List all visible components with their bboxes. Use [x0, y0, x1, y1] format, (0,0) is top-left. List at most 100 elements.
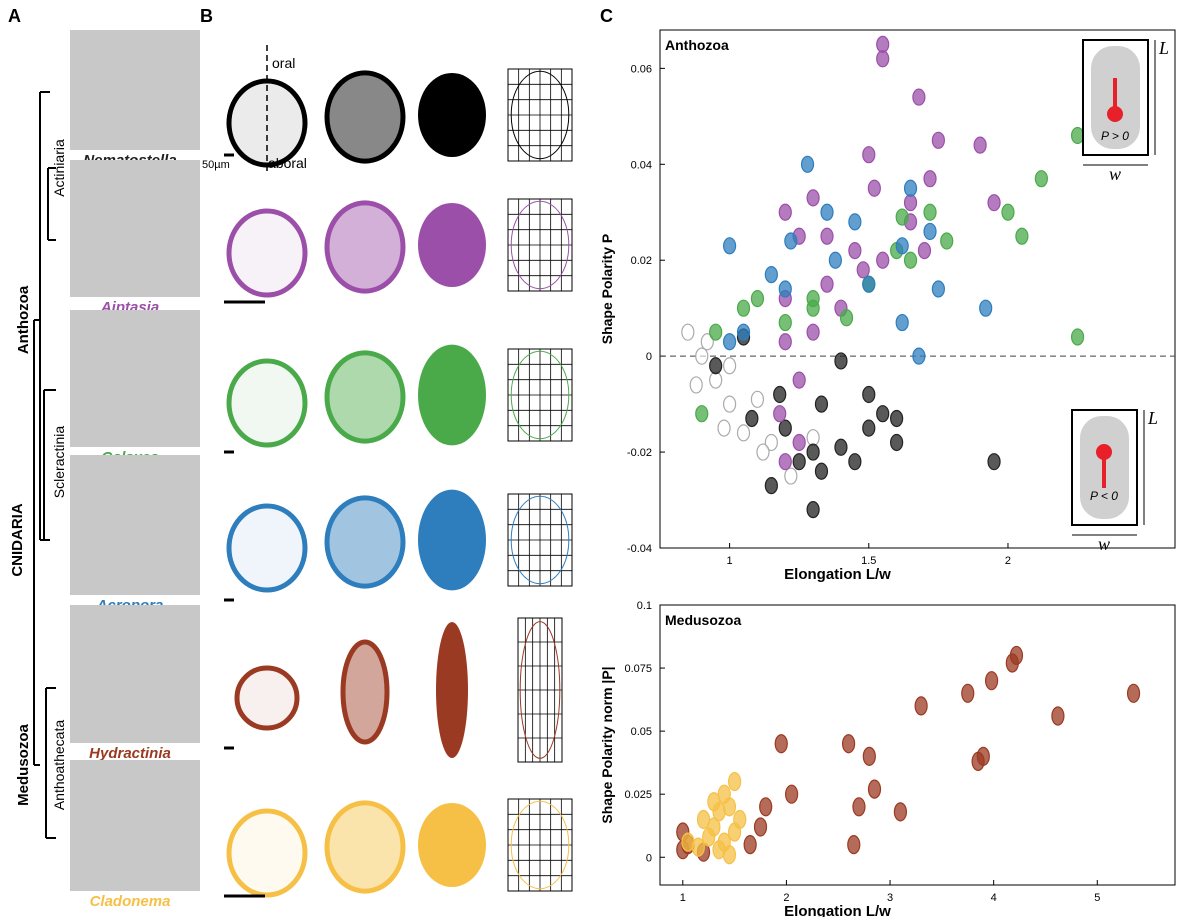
data-point [841, 734, 856, 754]
data-point [987, 194, 1001, 212]
data-point [893, 802, 908, 822]
x-axis-label: Elongation L/w [784, 903, 891, 917]
data-point [1051, 706, 1065, 726]
data-point [736, 323, 751, 341]
x-axis-label: Elongation L/w [784, 566, 891, 583]
data-point [917, 242, 932, 260]
data-point [736, 424, 751, 442]
shape-filled [418, 803, 486, 887]
shape-outline [226, 358, 308, 448]
data-point [778, 280, 792, 298]
y-axis-label: Shape Polarity norm |P| [599, 666, 615, 823]
data-point [1001, 203, 1015, 221]
species-photo [70, 310, 200, 447]
data-point [839, 309, 854, 327]
data-point [903, 251, 918, 269]
data-point [745, 409, 759, 428]
data-point [722, 333, 737, 351]
shape-filled [436, 622, 468, 758]
plot-area [659, 29, 1176, 549]
data-point [814, 395, 829, 413]
data-point [987, 453, 1001, 471]
shape-mid [324, 200, 406, 294]
data-point [973, 136, 987, 154]
data-point [806, 443, 820, 461]
data-point [867, 179, 881, 197]
data-point [778, 453, 792, 471]
data-point [912, 347, 926, 365]
data-point [848, 213, 862, 231]
data-point [1034, 170, 1048, 188]
y-tick-label: 0.025 [624, 789, 652, 801]
data-point [862, 275, 876, 293]
data-point [784, 784, 799, 804]
data-point [1070, 126, 1085, 145]
shape-outline [234, 665, 300, 731]
inset-L: L [1147, 408, 1158, 428]
data-point [764, 433, 778, 452]
shape-mid [324, 70, 406, 164]
data-point [696, 809, 711, 830]
data-point [806, 323, 820, 341]
data-point [895, 208, 909, 226]
shape-outline [226, 503, 308, 593]
order-label: Anthoathecata [51, 720, 67, 811]
y-tick-label: 0.075 [624, 663, 652, 675]
shape-mid [324, 350, 406, 444]
order-label: Scleractinia [51, 426, 67, 499]
data-point [820, 203, 834, 221]
data-point [750, 289, 765, 308]
data-point [971, 751, 985, 771]
species-photo [70, 605, 200, 743]
data-point [890, 433, 904, 452]
x-tick-label: 3 [887, 892, 893, 904]
oral-label: oral [272, 55, 295, 71]
data-point [709, 357, 723, 375]
y-tick-label: 0.04 [631, 159, 652, 171]
data-point [895, 237, 909, 255]
data-point [722, 797, 737, 817]
data-point [806, 289, 820, 308]
data-point [1126, 683, 1141, 703]
order-label: Actiniaria [51, 139, 67, 197]
class-label: Anthozoa [15, 285, 32, 354]
data-point [890, 409, 904, 428]
data-point [820, 275, 834, 293]
data-point [856, 261, 870, 279]
inset-w: w [1109, 164, 1121, 184]
data-point [722, 357, 737, 375]
x-tick-label: 2 [1005, 555, 1011, 567]
data-point [848, 453, 862, 471]
data-point [912, 88, 926, 106]
y-tick-label: 0.02 [631, 255, 652, 267]
grid-outline [519, 621, 561, 759]
data-point [792, 433, 806, 452]
data-point [862, 746, 876, 766]
data-point [876, 35, 890, 53]
data-point [722, 845, 737, 865]
shape-filled [418, 344, 486, 446]
data-point [756, 443, 770, 461]
data-point [784, 232, 798, 250]
data-point [778, 203, 792, 221]
shape-mid [340, 639, 390, 745]
data-point [689, 376, 703, 394]
data-point [806, 429, 820, 447]
data-point [847, 835, 861, 855]
data-point [862, 146, 876, 164]
species-photo [70, 455, 200, 595]
data-point [764, 266, 778, 284]
grid-outline [510, 200, 570, 290]
shape-outline [226, 808, 308, 898]
data-point [862, 419, 876, 437]
x-tick-label: 1 [727, 555, 733, 567]
data-point [700, 333, 714, 351]
data-point [759, 797, 773, 817]
data-point [681, 832, 695, 852]
shape-filled [418, 203, 486, 287]
data-point [736, 299, 751, 317]
inset-label: P > 0 [1101, 129, 1129, 143]
data-point [722, 237, 737, 255]
data-point [800, 155, 815, 173]
